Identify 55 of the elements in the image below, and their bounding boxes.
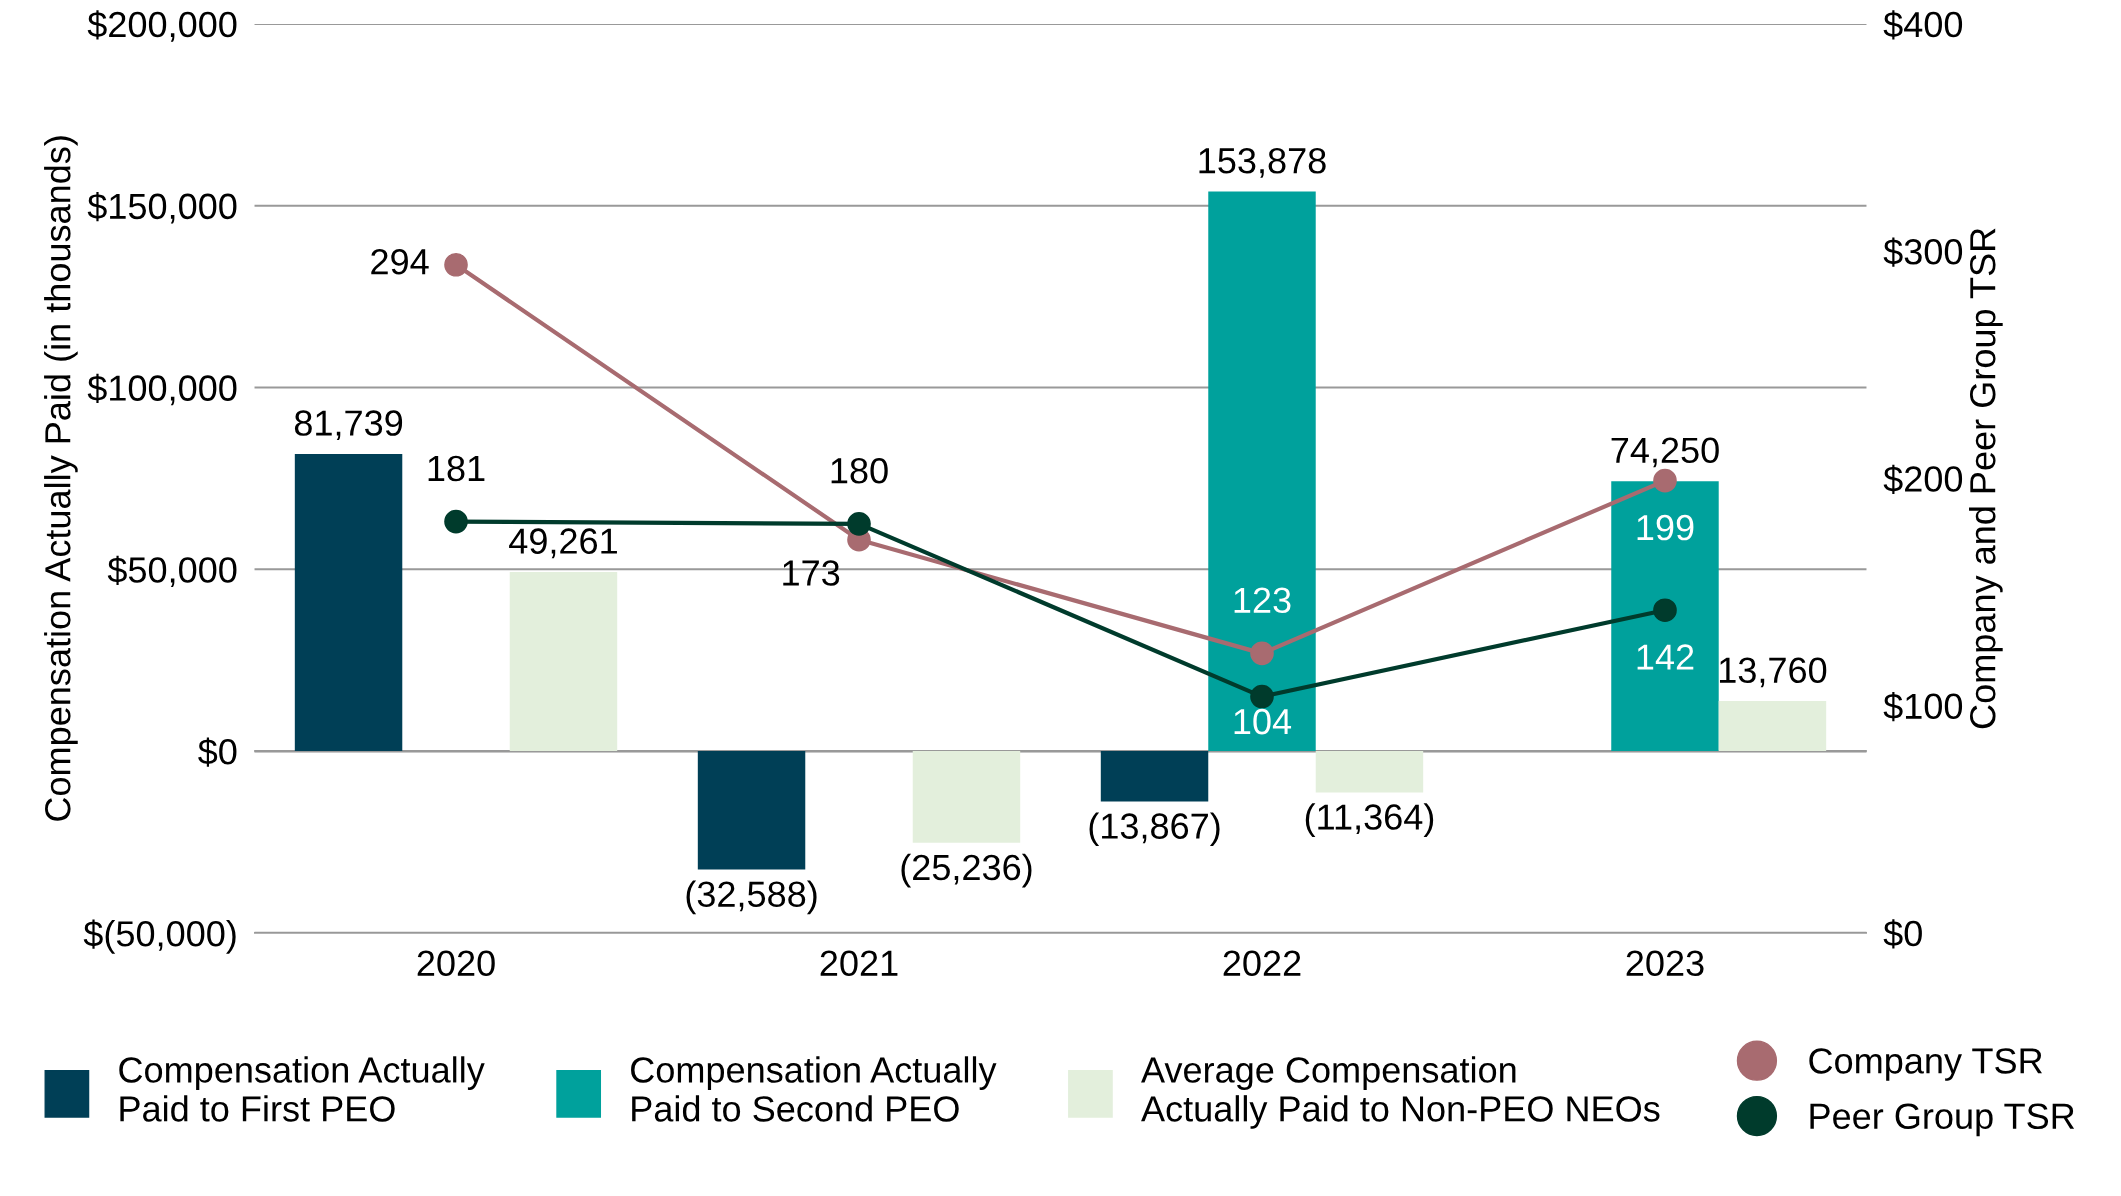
bar xyxy=(294,453,403,752)
y-tick-label: $200,000 xyxy=(87,10,237,42)
data-label: 142 xyxy=(1637,644,1694,670)
data-label: 181 xyxy=(428,455,485,482)
x-tick-label: 2022 xyxy=(1223,950,1301,977)
bar xyxy=(1718,701,1827,752)
data-label: 104 xyxy=(1234,708,1292,735)
bar xyxy=(1208,191,1316,752)
y-tick-label: $100,000 xyxy=(87,373,237,406)
bar xyxy=(1611,481,1719,752)
bar xyxy=(912,751,1021,843)
y2-axis-title: Company and Peer Group TSR xyxy=(1969,228,2003,729)
legend-label: Company TSR xyxy=(1809,1048,2042,1081)
point xyxy=(1653,468,1677,493)
bar xyxy=(1315,751,1424,793)
legend-label: Average Compensation Actually Paid to Non-PEO NEOs xyxy=(1141,1056,1660,1129)
point xyxy=(444,252,468,277)
data-label: 13,760 xyxy=(1719,657,1827,688)
x-tick-label: 2020 xyxy=(417,950,495,977)
bar xyxy=(1100,751,1209,802)
y-tick-label: $(50,000) xyxy=(83,919,236,954)
data-label: (25,236) xyxy=(901,853,1032,888)
y-tick-label: $150,000 xyxy=(87,192,237,224)
y2-tick-label: $0 xyxy=(1883,919,1922,949)
data-label: 173 xyxy=(783,560,840,586)
point xyxy=(444,509,468,534)
y-axis-title: Compensation Actually Paid (in thousands) xyxy=(44,136,78,821)
data-label: (13,867) xyxy=(1089,812,1220,847)
y2-tick-label: $200 xyxy=(1883,464,1963,494)
y-tick-label: $0 xyxy=(198,737,237,767)
legend-label: Compensation Actually Paid to Second PEO xyxy=(631,1056,997,1122)
data-label: 294 xyxy=(371,248,429,275)
data-label: 74,250 xyxy=(1611,437,1719,468)
data-label: 81,739 xyxy=(294,410,403,441)
legend-label: Compensation Actually Paid to First PEO xyxy=(119,1056,485,1122)
point xyxy=(1250,684,1274,709)
data-label: 123 xyxy=(1234,587,1291,614)
data-label: 153,878 xyxy=(1199,148,1326,178)
data-label: (32,588) xyxy=(686,880,817,915)
point xyxy=(1250,641,1274,666)
point xyxy=(1653,598,1677,623)
data-label: 199 xyxy=(1637,514,1694,541)
data-label: 49,261 xyxy=(509,528,617,559)
data-label: (11,364) xyxy=(1305,803,1434,837)
bar xyxy=(697,751,806,870)
x-tick-label: 2023 xyxy=(1626,950,1704,977)
y2-tick-label: $300 xyxy=(1883,237,1963,267)
bar xyxy=(509,571,618,752)
point xyxy=(847,512,871,536)
legend-label: Peer Group TSR xyxy=(1810,1103,2075,1137)
data-label: 180 xyxy=(831,457,888,484)
y2-tick-label: $400 xyxy=(1883,10,1963,40)
x-tick-label: 2021 xyxy=(820,950,898,977)
y-tick-label: $50,000 xyxy=(107,555,237,587)
y2-tick-label: $100 xyxy=(1883,691,1963,722)
